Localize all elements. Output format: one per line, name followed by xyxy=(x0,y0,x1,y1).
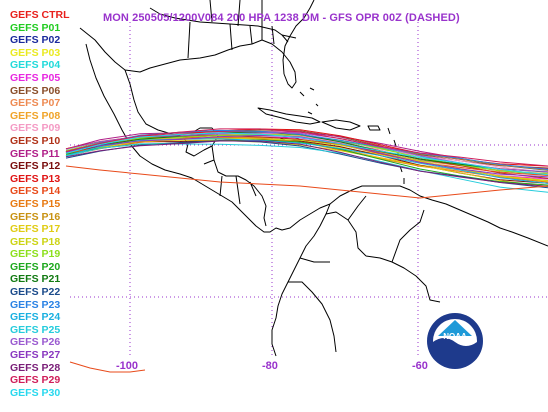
legend-item: GEFS P18 xyxy=(10,235,61,248)
legend-item: GEFS P07 xyxy=(10,97,61,110)
ensemble-contours xyxy=(65,128,548,373)
contour-line xyxy=(65,128,548,167)
legend-item: GEFS P20 xyxy=(10,260,61,273)
legend-item: GEFS P28 xyxy=(10,361,61,374)
legend-item: GEFS P23 xyxy=(10,298,61,311)
legend-item: GEFS P09 xyxy=(10,122,61,135)
legend-item: GEFS P02 xyxy=(10,34,61,47)
member-legend: GEFS CTRL GEFS P01 GEFS P02 GEFS P03 GEFS P0… xyxy=(10,9,70,399)
contour-line xyxy=(65,132,548,176)
central-america xyxy=(201,145,331,233)
legend-item: GEFS P03 xyxy=(10,46,61,59)
logo-text: NOAA xyxy=(443,332,467,341)
legend-item: GEFS P14 xyxy=(10,185,61,198)
lon-label-60: -60 xyxy=(412,360,428,372)
lon-label-100: -100 xyxy=(116,360,139,372)
us-gulf-coast xyxy=(79,27,297,89)
noaa-logo: NOAA xyxy=(427,313,483,369)
state-lines xyxy=(187,0,297,59)
legend-item: GEFS P26 xyxy=(10,336,61,349)
contour-line xyxy=(65,165,548,199)
coastlines xyxy=(79,0,548,357)
legend-item: GEFS P12 xyxy=(10,160,61,173)
legend-item: GEFS P08 xyxy=(10,109,61,122)
graticule xyxy=(70,22,548,358)
legend-item: GEFS P06 xyxy=(10,84,61,97)
legend-item: GEFS P10 xyxy=(10,134,61,147)
legend-item: GEFS P11 xyxy=(10,147,60,160)
legend-item: GEFS P04 xyxy=(10,59,61,72)
legend-item: GEFS P16 xyxy=(10,210,61,223)
legend-item: GEFS P24 xyxy=(10,311,61,324)
south-america xyxy=(271,185,548,357)
lesser-antilles xyxy=(299,87,405,184)
contour-line xyxy=(69,361,146,373)
legend-item: GEFS P19 xyxy=(10,248,61,261)
legend-item: GEFS P05 xyxy=(10,71,61,84)
legend-item: GEFS P15 xyxy=(10,197,61,210)
legend-item: GEFS P29 xyxy=(10,374,61,387)
legend-item: GEFS P01 xyxy=(10,21,61,34)
legend-item: GEFS P13 xyxy=(10,172,61,185)
contour-line xyxy=(65,134,548,178)
mexico-west-coast xyxy=(85,43,203,185)
legend-item: GEFS P22 xyxy=(10,286,61,299)
lon-label-80: -80 xyxy=(262,360,278,372)
legend-item: GEFS P27 xyxy=(10,349,61,362)
map-title: MON 250505/1200V084 200 HPA 1238 DM - GF… xyxy=(103,12,460,24)
contour-line xyxy=(65,143,548,193)
contour-line xyxy=(65,140,548,187)
legend-item: GEFS P17 xyxy=(10,223,61,236)
contour-line xyxy=(65,138,548,184)
us-east-coast xyxy=(282,0,315,75)
legend-item: GEFS P30 xyxy=(10,386,61,399)
legend-item: GEFS CTRL xyxy=(10,9,70,21)
legend-item: GEFS P25 xyxy=(10,323,61,336)
legend-item: GEFS P21 xyxy=(10,273,61,286)
contour-line xyxy=(65,140,548,189)
contour-line xyxy=(65,129,548,170)
